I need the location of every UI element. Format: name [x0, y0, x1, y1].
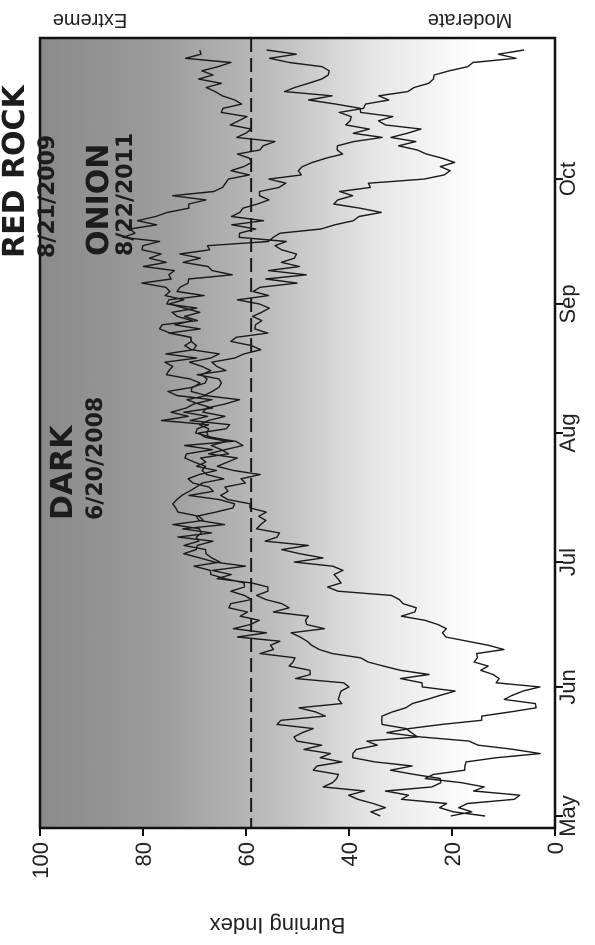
annotation-onion-date: 8/22/2011 — [113, 133, 138, 256]
annotation-red-rock-name: RED ROCK — [0, 83, 32, 258]
y-tick-label-20: 20 — [440, 842, 465, 866]
y-tick-label-60: 60 — [234, 842, 259, 866]
series-line-2 — [166, 49, 486, 817]
y-tick-label-100: 100 — [28, 842, 53, 879]
y-tick-label-80: 80 — [131, 842, 156, 866]
series-line-1 — [122, 49, 387, 817]
plot-background — [40, 38, 555, 828]
label-layer: 0 20 40 60 80 100 May Jun Jul Aug Sep Oct Burning In… — [0, 9, 580, 938]
series-layer — [122, 38, 541, 828]
x-tick-label-oct: Oct — [555, 162, 580, 196]
x-tick-label-jul: Jul — [555, 548, 580, 576]
x-tick-label-sep: Sep — [555, 284, 580, 323]
band-label-moderate: Moderate — [428, 9, 513, 31]
y-axis-label: Burning Index — [210, 913, 346, 938]
y-tick-label-0: 0 — [543, 842, 568, 854]
y-tick-label-40: 40 — [337, 842, 362, 866]
series-line-3 — [196, 49, 541, 817]
axis-layer — [39, 178, 563, 836]
annotation-red-rock-date: 8/21/2009 — [35, 135, 60, 258]
x-tick-label-jun: Jun — [555, 669, 580, 704]
band-label-extreme: Extreme — [53, 9, 127, 31]
x-tick-label-may: May — [555, 795, 580, 837]
plot-frame — [38, 36, 557, 830]
annotation-onion-name: ONION — [81, 144, 116, 256]
x-tick-label-aug: Aug — [555, 413, 580, 452]
annotation-dark-date: 6/20/2008 — [83, 397, 108, 520]
annotation-dark-name: DARK — [45, 424, 80, 520]
